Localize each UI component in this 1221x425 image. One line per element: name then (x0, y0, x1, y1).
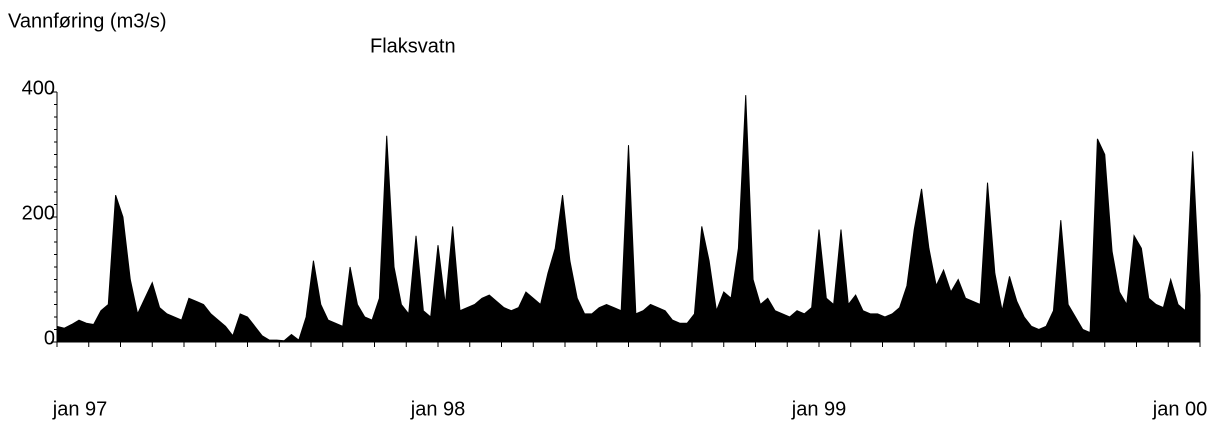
x-tick-label: jan 98 (410, 398, 466, 420)
y-axis-label: Vannføring (m3/s) (8, 10, 167, 32)
x-tick-label: jan 99 (791, 398, 847, 420)
y-tick-label: 200 (22, 202, 55, 224)
x-tick-label: jan 00 (1152, 398, 1208, 420)
chart-title: Flaksvatn (370, 35, 456, 57)
y-tick-label: 400 (22, 77, 55, 99)
area (56, 95, 1201, 343)
x-tick-label: jan 97 (52, 398, 108, 420)
y-tick-label: 0 (44, 327, 55, 349)
